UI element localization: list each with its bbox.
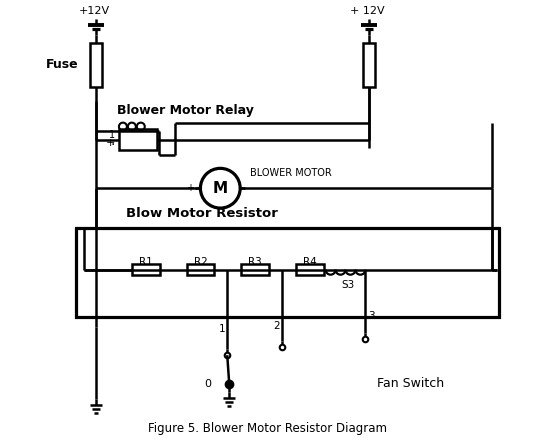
Text: Fuse: Fuse bbox=[45, 58, 78, 71]
Text: BLOWER MOTOR: BLOWER MOTOR bbox=[250, 168, 332, 178]
Bar bbox=[119, 128, 156, 150]
Text: R1: R1 bbox=[139, 257, 153, 267]
Text: +: + bbox=[106, 137, 115, 148]
Text: M: M bbox=[213, 181, 228, 196]
Bar bbox=[76, 228, 499, 318]
Text: R3: R3 bbox=[248, 257, 262, 267]
Text: Blow Motor Resistor: Blow Motor Resistor bbox=[126, 207, 278, 220]
Text: ·: · bbox=[111, 139, 115, 153]
Text: Fan Switch: Fan Switch bbox=[378, 377, 444, 391]
Text: +12V: +12V bbox=[78, 6, 109, 17]
Bar bbox=[296, 264, 324, 275]
Bar bbox=[90, 43, 102, 87]
Text: +: + bbox=[186, 183, 194, 193]
Text: R4: R4 bbox=[303, 257, 317, 267]
Text: R2: R2 bbox=[193, 257, 207, 267]
Text: 0: 0 bbox=[205, 379, 211, 389]
Text: 3: 3 bbox=[368, 311, 375, 322]
Text: + 12V: + 12V bbox=[350, 6, 384, 17]
Bar bbox=[364, 43, 375, 87]
Bar bbox=[186, 264, 214, 275]
Text: 1: 1 bbox=[219, 324, 225, 334]
Text: 2: 2 bbox=[273, 321, 280, 331]
Bar bbox=[132, 264, 160, 275]
Text: Figure 5. Blower Motor Resistor Diagram: Figure 5. Blower Motor Resistor Diagram bbox=[147, 421, 387, 435]
Text: 1: 1 bbox=[109, 129, 115, 140]
Text: S3: S3 bbox=[342, 280, 355, 289]
Text: Blower Motor Relay: Blower Motor Relay bbox=[117, 104, 254, 117]
Bar bbox=[241, 264, 269, 275]
